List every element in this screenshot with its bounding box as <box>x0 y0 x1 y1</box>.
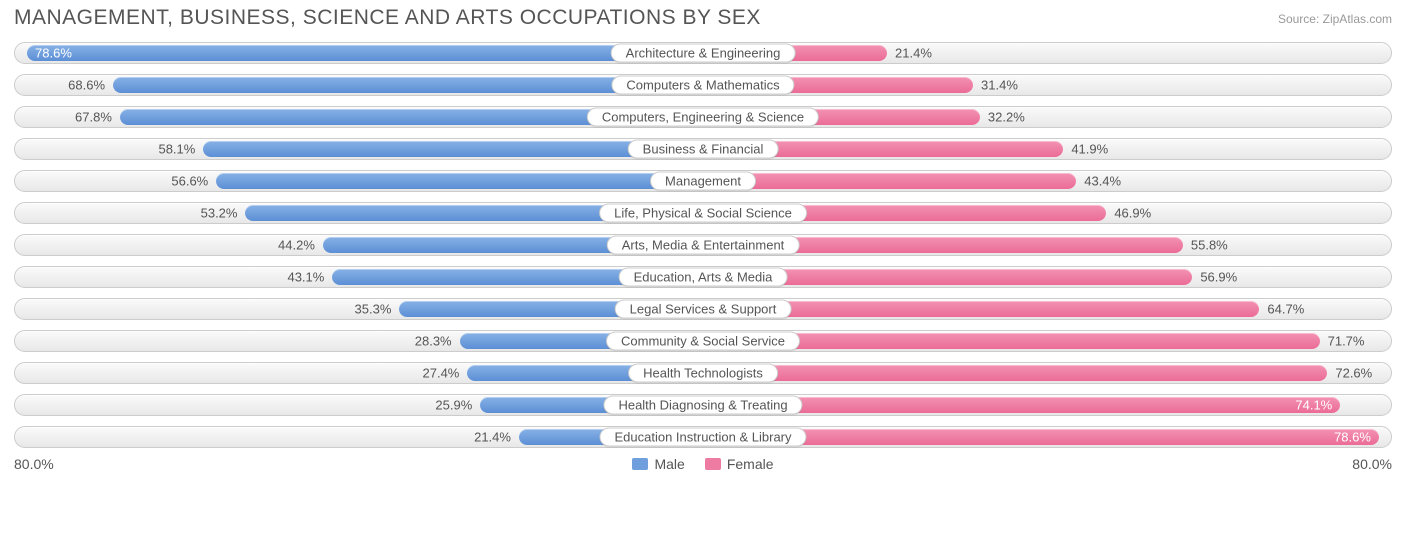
male-pct-label: 78.6% <box>35 46 72 61</box>
category-label: Business & Financial <box>628 140 779 159</box>
female-half: 41.9% <box>703 139 1391 159</box>
female-pct-label: 46.9% <box>1114 206 1151 221</box>
legend: Male Female <box>632 456 773 472</box>
chart-area: 78.6% 21.4% Architecture & Engineering 68.6… <box>14 42 1392 448</box>
female-half: 72.6% <box>703 363 1391 383</box>
female-half: 55.8% <box>703 235 1391 255</box>
swatch-female-icon <box>705 458 721 470</box>
female-half: 21.4% <box>703 43 1391 63</box>
chart-row: 44.2% 55.8% Arts, Media & Entertainment <box>14 234 1392 256</box>
chart-rows: 78.6% 21.4% Architecture & Engineering 68.6… <box>14 42 1392 448</box>
female-half: 74.1% <box>703 395 1391 415</box>
female-pct-label: 41.9% <box>1071 142 1108 157</box>
chart-row: 21.4% 78.6% Education Instruction & Librar… <box>14 426 1392 448</box>
male-pct-label: 21.4% <box>474 430 511 445</box>
chart-header: MANAGEMENT, BUSINESS, SCIENCE AND ARTS O… <box>0 0 1406 32</box>
female-half: 43.4% <box>703 171 1391 191</box>
female-half: 31.4% <box>703 75 1391 95</box>
chart-row: 68.6% 31.4% Computers & Mathematics <box>14 74 1392 96</box>
male-half: 35.3% <box>15 299 703 319</box>
category-label: Legal Services & Support <box>615 300 792 319</box>
category-label: Management <box>650 172 756 191</box>
axis-max-left: 80.0% <box>14 456 54 472</box>
male-pct-label: 28.3% <box>415 334 452 349</box>
female-pct-label: 55.8% <box>1191 238 1228 253</box>
category-label: Health Technologists <box>628 364 778 383</box>
source-name: ZipAtlas.com <box>1323 12 1392 26</box>
chart-row: 56.6% 43.4% Management <box>14 170 1392 192</box>
category-label: Architecture & Engineering <box>611 44 796 63</box>
female-pct-label: 72.6% <box>1335 366 1372 381</box>
female-pct-label: 21.4% <box>895 46 932 61</box>
female-half: 56.9% <box>703 267 1391 287</box>
chart-row: 25.9% 74.1% Health Diagnosing & Treating <box>14 394 1392 416</box>
category-label: Computers, Engineering & Science <box>587 108 819 127</box>
legend-male: Male <box>632 456 684 472</box>
female-pct-label: 78.6% <box>1334 430 1371 445</box>
male-pct-label: 68.6% <box>68 78 105 93</box>
male-half: 78.6% <box>15 43 703 63</box>
male-pct-label: 25.9% <box>435 398 472 413</box>
male-pct-label: 58.1% <box>158 142 195 157</box>
category-label: Education Instruction & Library <box>599 428 806 447</box>
female-pct-label: 31.4% <box>981 78 1018 93</box>
male-half: 27.4% <box>15 363 703 383</box>
female-pct-label: 32.2% <box>988 110 1025 125</box>
category-label: Computers & Mathematics <box>611 76 794 95</box>
category-label: Health Diagnosing & Treating <box>603 396 802 415</box>
chart-row: 78.6% 21.4% Architecture & Engineering <box>14 42 1392 64</box>
male-half: 43.1% <box>15 267 703 287</box>
chart-row: 67.8% 32.2% Computers, Engineering & Scien… <box>14 106 1392 128</box>
male-pct-label: 44.2% <box>278 238 315 253</box>
legend-female-label: Female <box>727 456 774 472</box>
chart-row: 53.2% 46.9% Life, Physical & Social Scienc… <box>14 202 1392 224</box>
chart-row: 43.1% 56.9% Education, Arts & Media <box>14 266 1392 288</box>
chart-title: MANAGEMENT, BUSINESS, SCIENCE AND ARTS O… <box>14 6 761 30</box>
male-half: 56.6% <box>15 171 703 191</box>
male-half: 25.9% <box>15 395 703 415</box>
category-label: Arts, Media & Entertainment <box>607 236 800 255</box>
chart-source: Source: ZipAtlas.com <box>1278 12 1392 26</box>
category-label: Life, Physical & Social Science <box>599 204 807 223</box>
male-pct-label: 43.1% <box>287 270 324 285</box>
male-bar <box>203 141 701 157</box>
category-label: Community & Social Service <box>606 332 800 351</box>
female-bar <box>705 173 1076 189</box>
female-pct-label: 74.1% <box>1295 398 1332 413</box>
male-pct-label: 56.6% <box>171 174 208 189</box>
axis-row: 80.0% Male Female 80.0% <box>14 456 1392 472</box>
male-pct-label: 53.2% <box>201 206 238 221</box>
male-pct-label: 35.3% <box>355 302 392 317</box>
male-half: 28.3% <box>15 331 703 351</box>
female-half: 71.7% <box>703 331 1391 351</box>
female-half: 64.7% <box>703 299 1391 319</box>
male-half: 68.6% <box>15 75 703 95</box>
female-pct-label: 64.7% <box>1267 302 1304 317</box>
chart-row: 35.3% 64.7% Legal Services & Support <box>14 298 1392 320</box>
male-half: 44.2% <box>15 235 703 255</box>
male-pct-label: 67.8% <box>75 110 112 125</box>
female-pct-label: 71.7% <box>1328 334 1365 349</box>
legend-female: Female <box>705 456 774 472</box>
chart-row: 27.4% 72.6% Health Technologists <box>14 362 1392 384</box>
category-label: Education, Arts & Media <box>619 268 788 287</box>
female-bar <box>705 365 1327 381</box>
legend-male-label: Male <box>654 456 684 472</box>
male-pct-label: 27.4% <box>423 366 460 381</box>
source-prefix: Source: <box>1278 12 1323 26</box>
swatch-male-icon <box>632 458 648 470</box>
chart-row: 28.3% 71.7% Community & Social Service <box>14 330 1392 352</box>
chart-row: 58.1% 41.9% Business & Financial <box>14 138 1392 160</box>
male-bar <box>216 173 701 189</box>
female-pct-label: 43.4% <box>1084 174 1121 189</box>
female-pct-label: 56.9% <box>1200 270 1237 285</box>
male-half: 58.1% <box>15 139 703 159</box>
male-bar: 78.6% <box>27 45 701 61</box>
axis-max-right: 80.0% <box>1352 456 1392 472</box>
